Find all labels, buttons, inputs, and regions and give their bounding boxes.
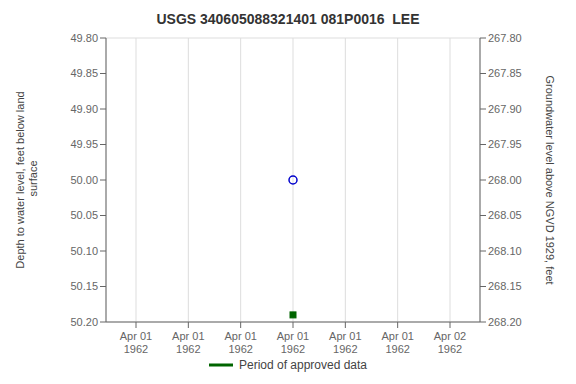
svg-text:268.00: 268.00 [488, 174, 522, 186]
svg-text:50.10: 50.10 [70, 245, 98, 257]
svg-text:Depth to water level, feet bel: Depth to water level, feet below land su… [14, 91, 39, 268]
html-text:USGS 340605088321401 081P0016: USGS 340605088321401 081P0016 LEE [156, 11, 420, 27]
svg-text:Groundwater level above NGVD 1: Groundwater level above NGVD 1929, feet [544, 75, 556, 284]
svg-text:Apr 011962: Apr 011962 [224, 330, 256, 355]
svg-text:267.85: 267.85 [488, 67, 522, 79]
svg-text:Apr 011962: Apr 011962 [172, 330, 204, 355]
svg-text:49.85: 49.85 [70, 67, 98, 79]
svg-text:Apr 011962: Apr 011962 [381, 330, 413, 355]
svg-text:Apr 011962: Apr 011962 [329, 330, 361, 355]
svg-text:268.10: 268.10 [488, 245, 522, 257]
svg-text:49.90: 49.90 [70, 103, 98, 115]
svg-text:50.00: 50.00 [70, 174, 98, 186]
svg-text:267.90: 267.90 [488, 103, 522, 115]
svg-text:268.15: 268.15 [488, 280, 522, 292]
svg-text:50.20: 50.20 [70, 316, 98, 328]
svg-text:50.15: 50.15 [70, 280, 98, 292]
svg-text:Apr 011962: Apr 011962 [277, 330, 309, 355]
svg-text:267.80: 267.80 [488, 32, 522, 44]
svg-text:49.95: 49.95 [70, 138, 98, 150]
svg-text:50.05: 50.05 [70, 209, 98, 221]
svg-text:Apr 021962: Apr 021962 [434, 330, 466, 355]
html-text:Period of approved data: Period of approved data [239, 358, 367, 372]
svg-text:Apr 011962: Apr 011962 [120, 330, 152, 355]
svg-text:49.80: 49.80 [70, 32, 98, 44]
svg-text:268.20: 268.20 [488, 316, 522, 328]
svg-text:268.05: 268.05 [488, 209, 522, 221]
svg-text:267.95: 267.95 [488, 138, 522, 150]
